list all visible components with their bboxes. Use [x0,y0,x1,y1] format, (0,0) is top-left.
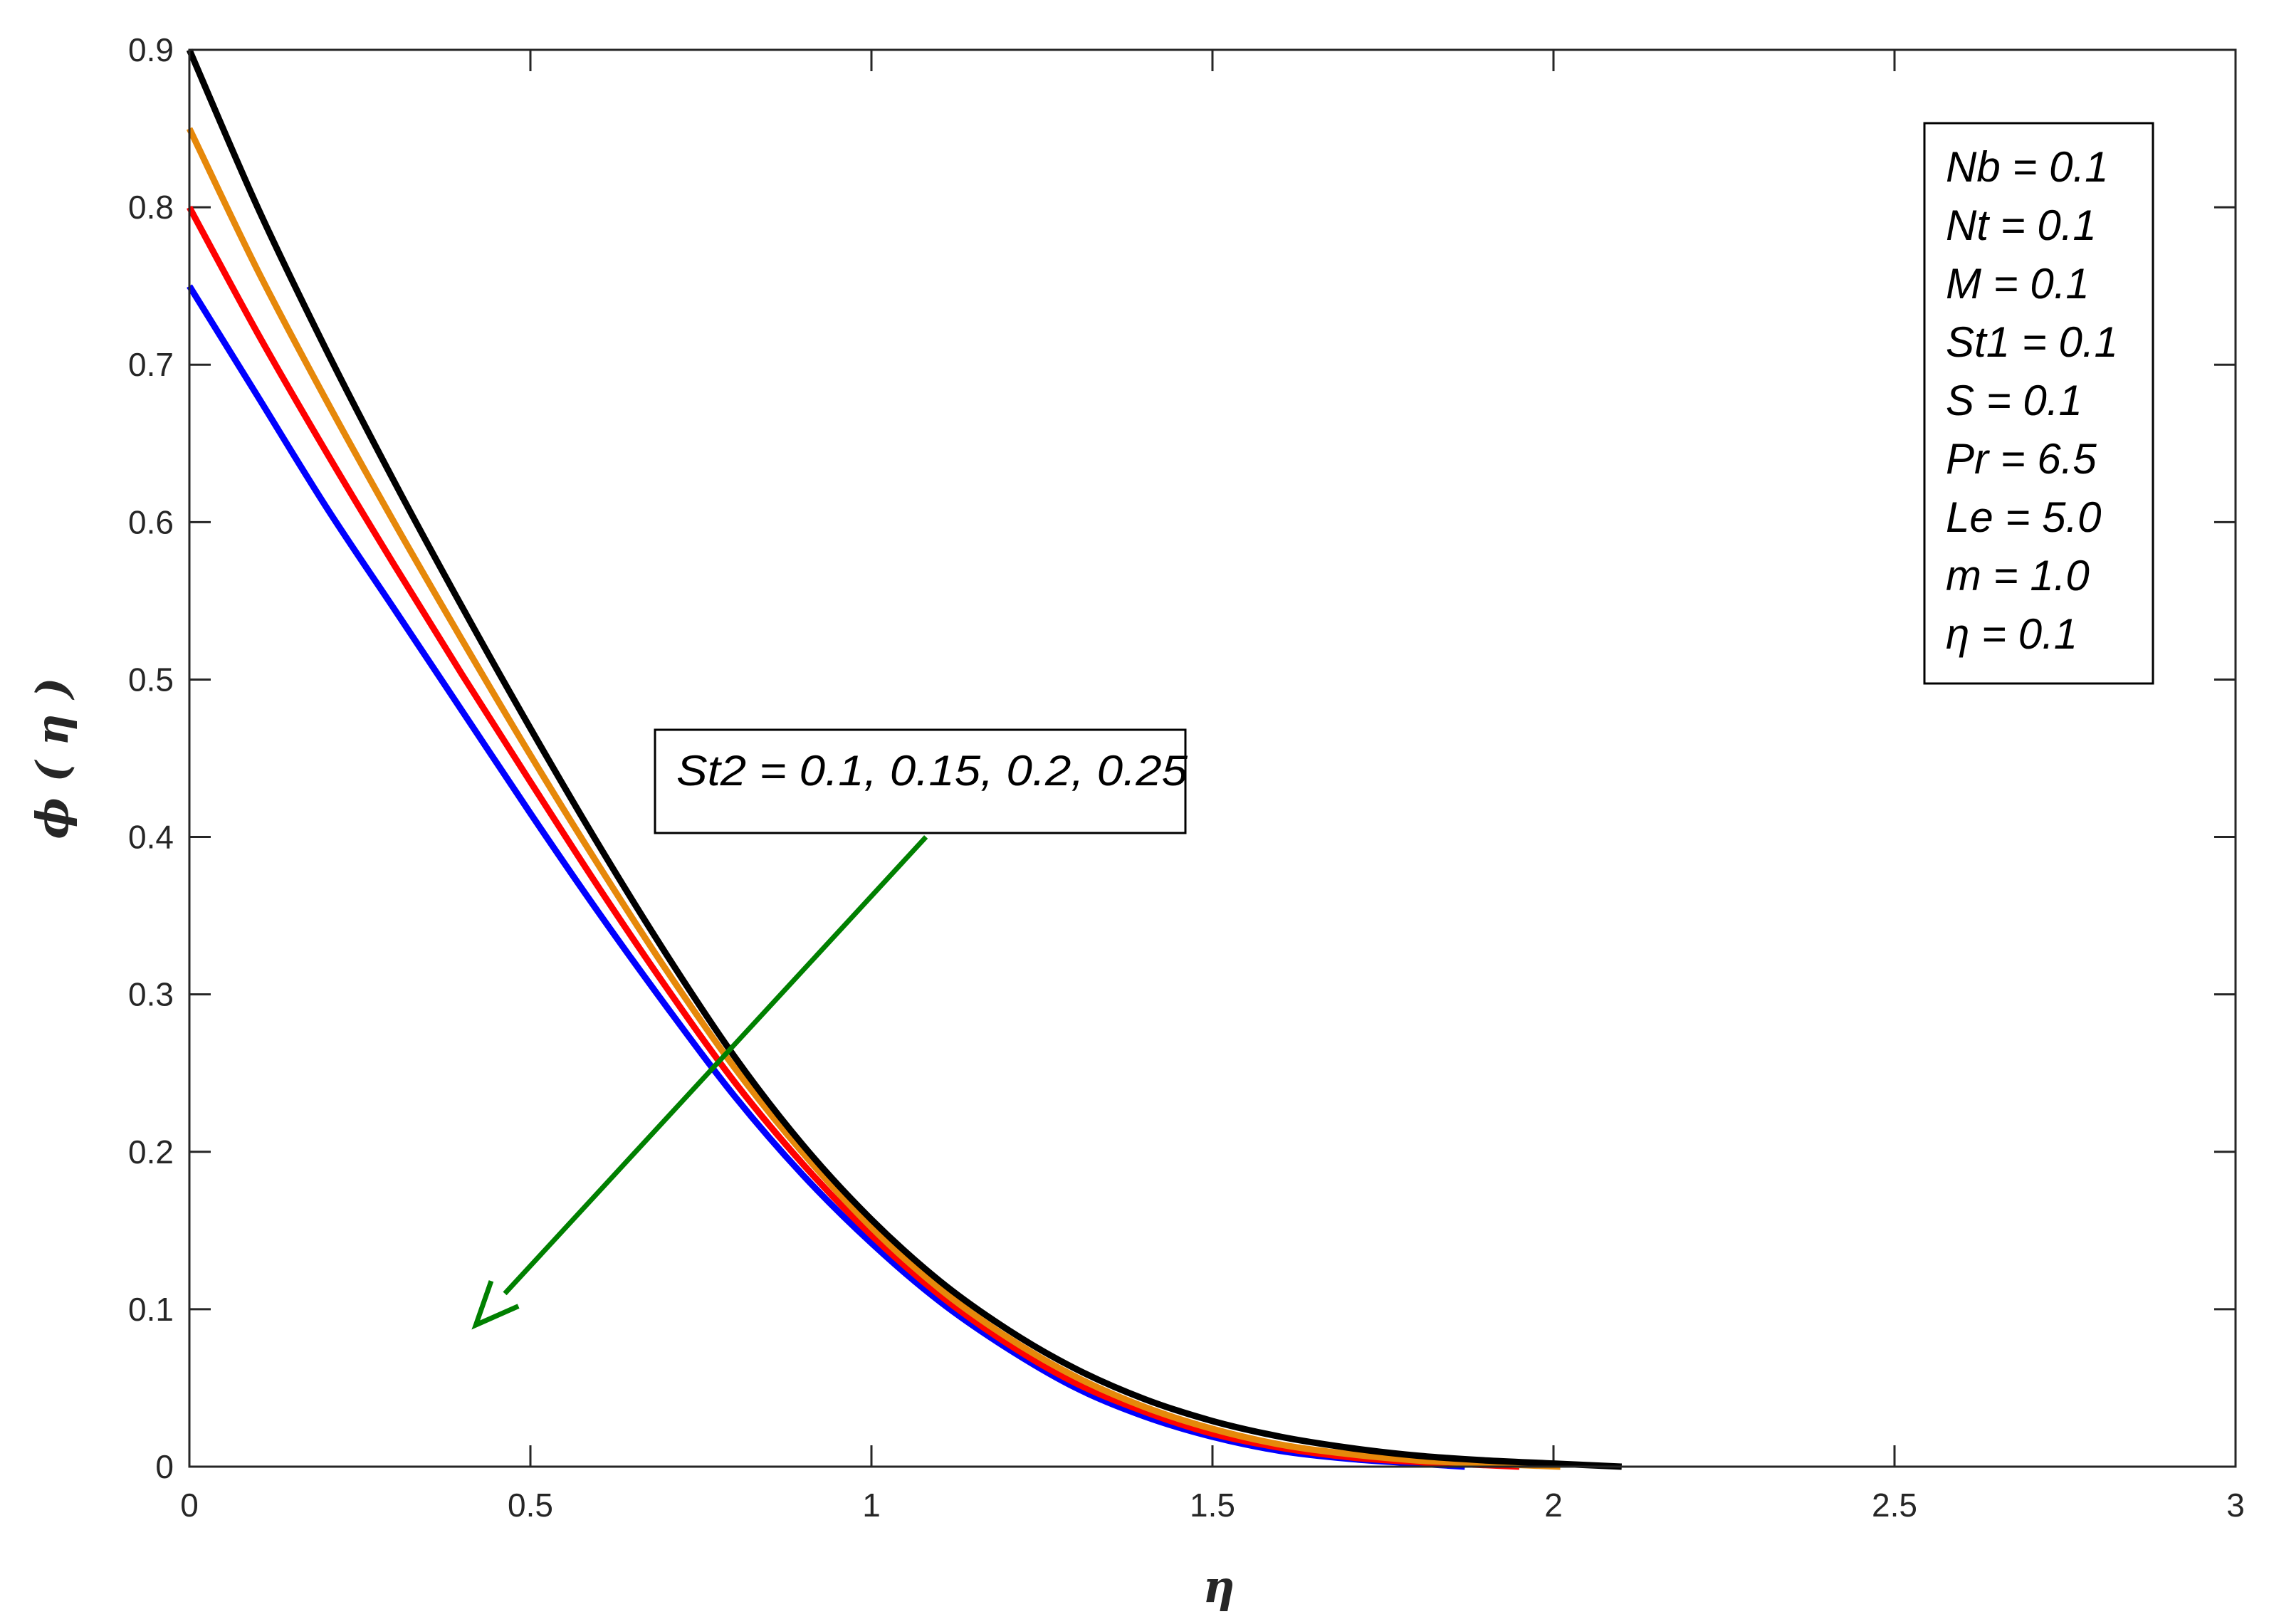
series-layer [186,48,1622,1470]
x-axis-label: η [1202,1561,1235,1613]
x-tick-label: 1 [862,1487,881,1524]
parameter-box: Nb = 0.1 Nt = 0.1 M = 0.1 St1 = 0.1 S = 0.1 P… [1923,122,2154,685]
y-tick-label: 0.3 [128,976,174,1013]
y-tick-label: 0.2 [128,1133,174,1170]
y-tick-label: 0.5 [128,661,174,698]
parameter-list: Nb = 0.1 Nt = 0.1 M = 0.1 St1 = 0.1 S = 0.1 P… [1946,143,2118,658]
parameter-line: S = 0.1 [1946,377,2082,424]
y-axis-label: ϕ ( η ) [26,678,78,839]
series-line-4 [186,48,1622,1470]
y-ticks: 0 0.1 0.2 0.3 0.4 0.5 0.6 0.7 0.8 0.9 [128,31,2236,1485]
y-tick-label: 0.9 [128,31,174,68]
x-tick-label: 0.5 [508,1487,553,1524]
x-tick-label: 2.5 [1872,1487,1917,1524]
y-tick-label: 0.8 [128,189,174,226]
series-line-1 [187,284,1465,1470]
x-tick-label: 3 [2226,1487,2245,1524]
series-line-2 [187,205,1520,1470]
y-tick-label: 0.6 [128,503,174,540]
parameter-line: Le = 5.0 [1946,493,2102,541]
parameter-line: Nt = 0.1 [1946,201,2097,249]
annotation-label: St2 = 0.1, 0.15, 0.2, 0.25 [676,747,1188,795]
y-tick-label: 0.1 [128,1291,174,1328]
annotation-box: St2 = 0.1, 0.15, 0.2, 0.25 [654,728,1188,834]
y-tick-label: 0.4 [128,819,174,856]
x-tick-label: 0 [180,1487,199,1524]
x-ticks: 0 0.5 1 1.5 2 2.5 3 [180,50,2245,1524]
parameter-line: Nb = 0.1 [1946,143,2109,191]
x-tick-label: 1.5 [1190,1487,1235,1524]
y-tick-label: 0.7 [128,346,174,383]
trend-arrow [471,835,928,1330]
parameter-line: Pr = 6.5 [1946,435,2097,483]
parameter-line: St1 = 0.1 [1946,318,2118,366]
x-tick-label: 2 [1544,1487,1563,1524]
parameter-line: M = 0.1 [1946,260,2090,308]
series-line-3 [186,127,1561,1470]
y-tick-label: 0 [155,1448,174,1485]
arrow-head [471,1280,520,1330]
parameter-line: m = 1.0 [1946,552,2090,599]
plot-frame [188,48,2237,1468]
parameter-line: η = 0.1 [1946,610,2077,658]
arrow-shaft [503,835,928,1296]
